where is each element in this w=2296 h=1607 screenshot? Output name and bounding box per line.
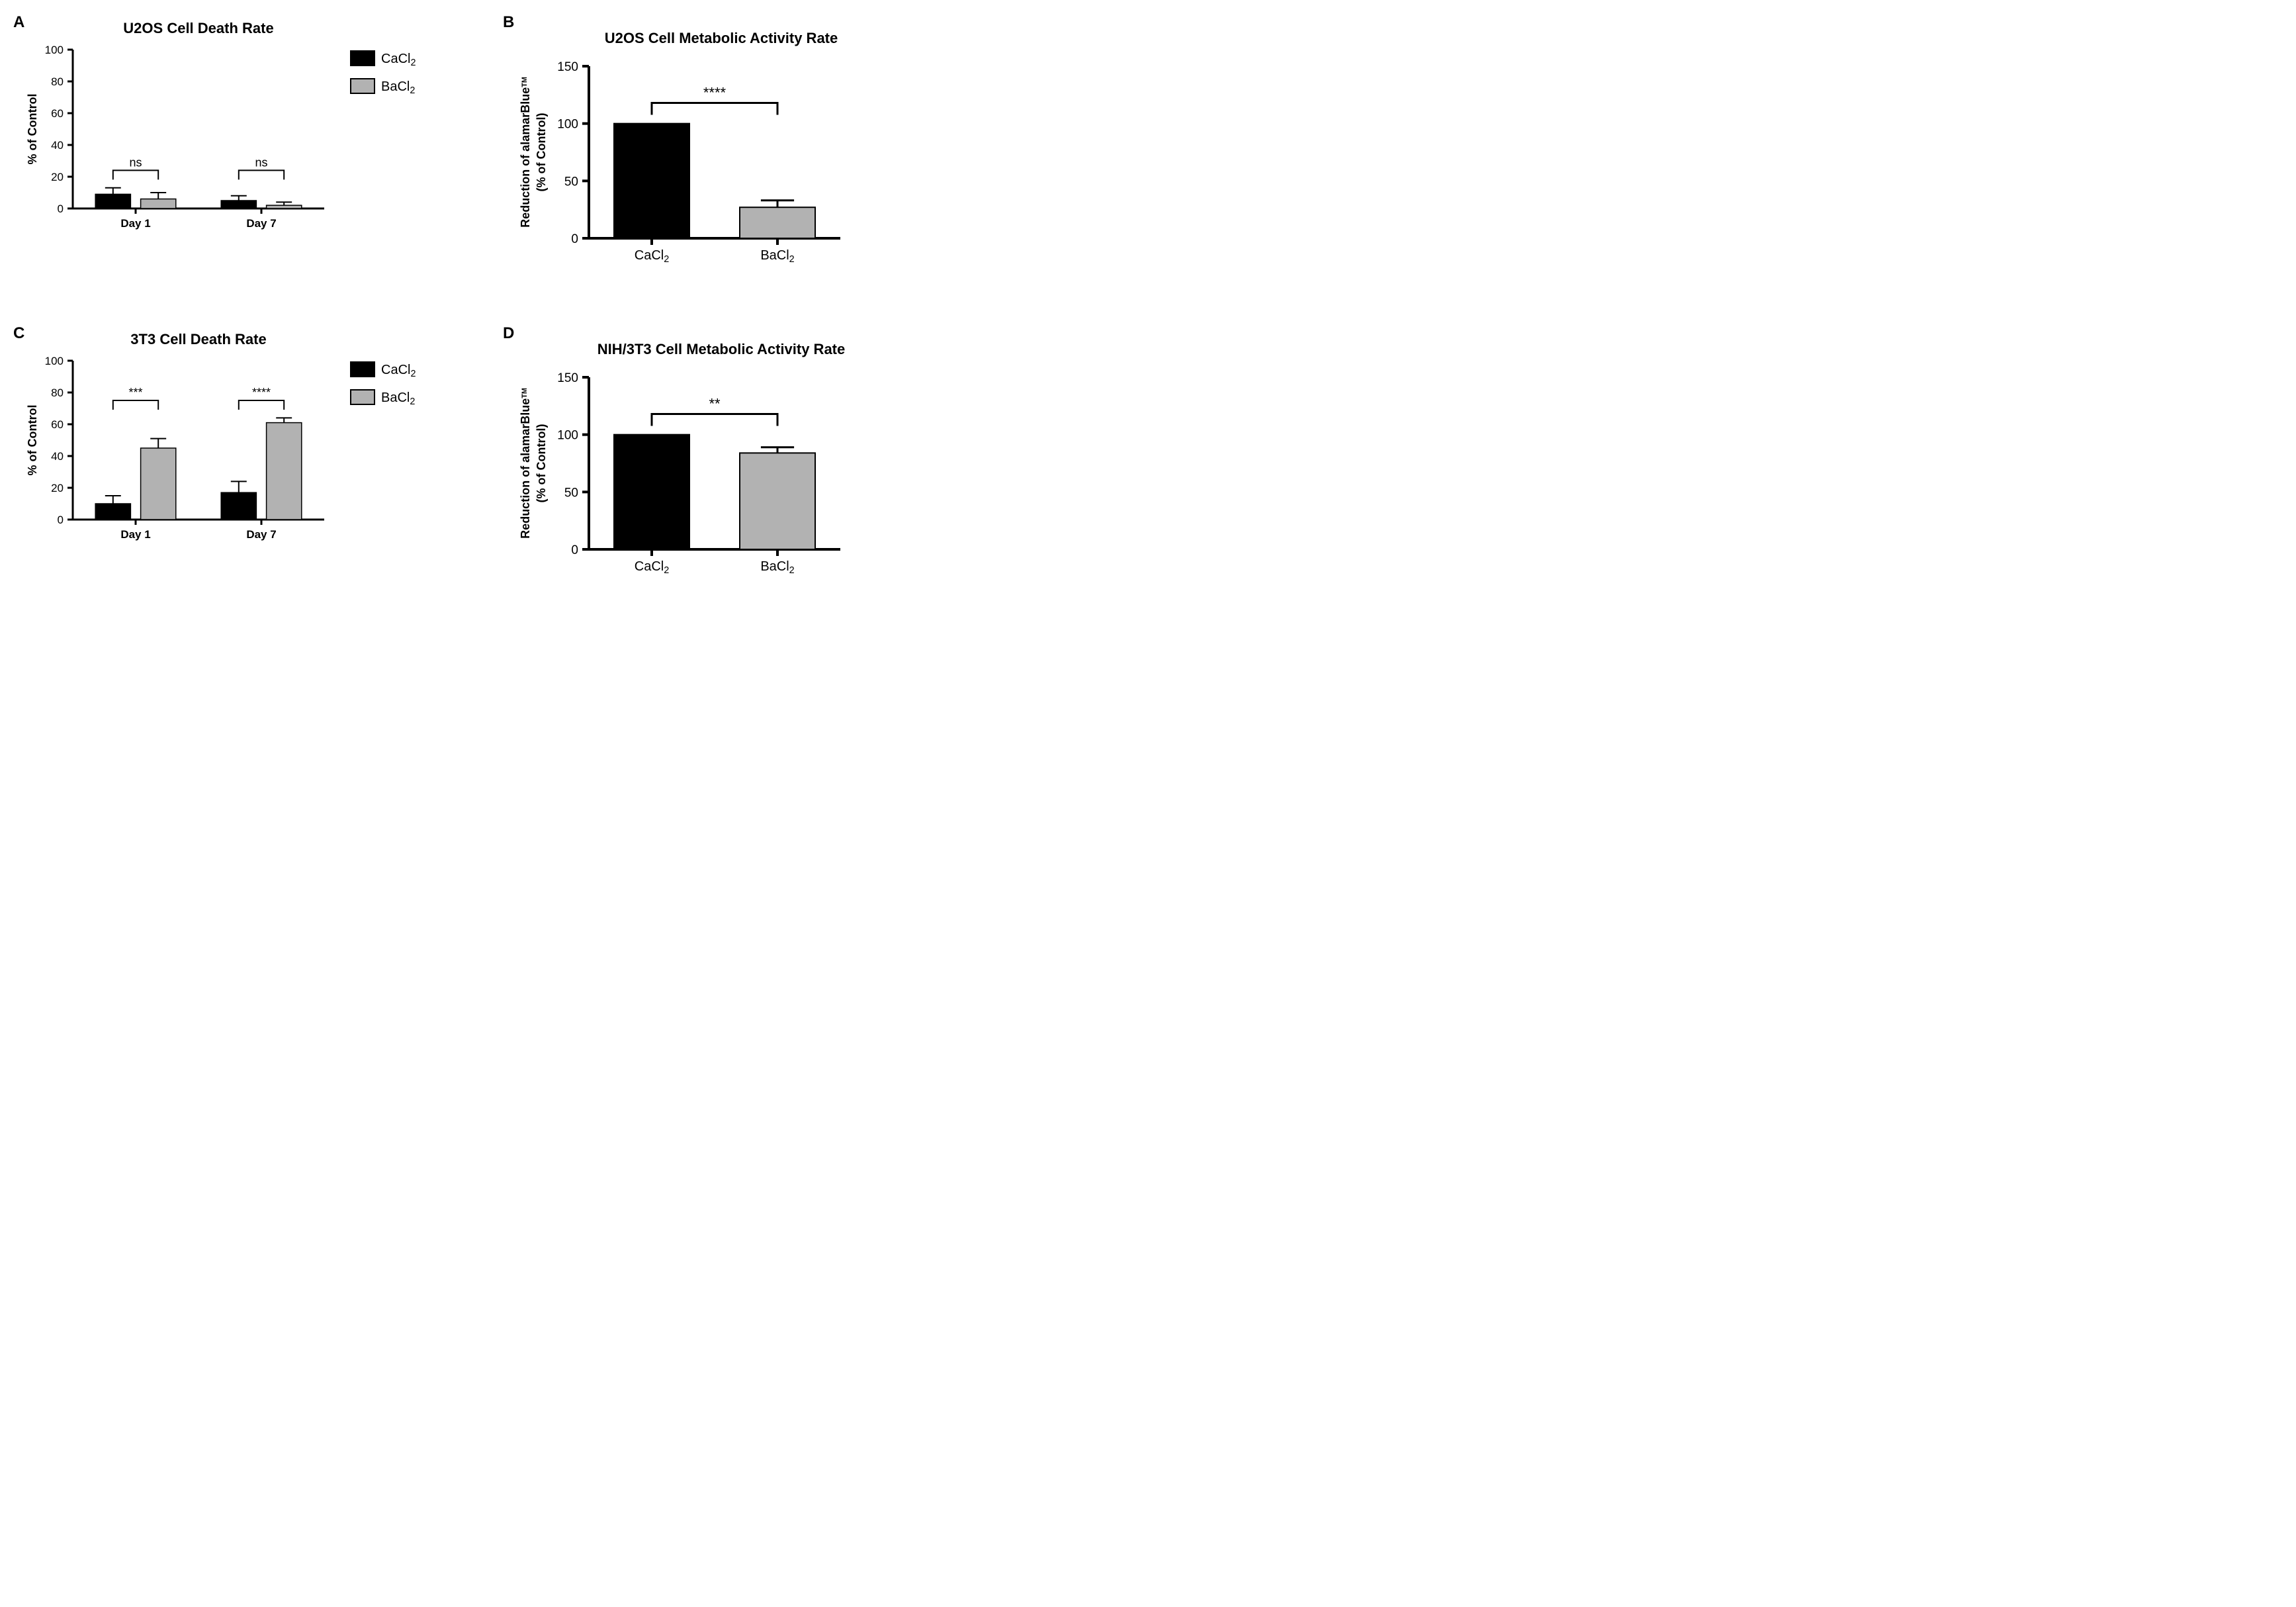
panel-c: C 3T3 Cell Death Rate 0 20 40 60 80 100 % of Co…: [13, 324, 476, 609]
svg-text:100: 100: [557, 429, 578, 443]
svg-text:***: ***: [128, 386, 142, 399]
svg-text:80: 80: [51, 387, 64, 399]
svg-text:50: 50: [564, 175, 578, 189]
panel-b-chart: U2OS Cell Metabolic Activity Rate 0 50 100 1…: [503, 13, 953, 298]
svg-text:0: 0: [58, 514, 64, 526]
svg-text:0: 0: [571, 232, 578, 246]
svg-text:3T3 Cell Death Rate: 3T3 Cell Death Rate: [130, 331, 266, 347]
svg-text:Day 7: Day 7: [246, 217, 276, 230]
svg-text:60: 60: [51, 107, 64, 120]
svg-text:BaCl2: BaCl2: [381, 79, 415, 96]
svg-text:50: 50: [564, 486, 578, 500]
svg-text:ns: ns: [129, 156, 142, 169]
svg-text:****: ****: [252, 386, 271, 399]
svg-text:BaCl2: BaCl2: [760, 248, 794, 265]
panel-d-label: D: [503, 324, 514, 343]
svg-text:100: 100: [557, 118, 578, 132]
panel-c-chart: 3T3 Cell Death Rate 0 20 40 60 80 100 % of Cont…: [13, 324, 476, 569]
svg-text:20: 20: [51, 482, 64, 494]
svg-text:0: 0: [571, 543, 578, 557]
svg-text:0: 0: [58, 203, 64, 215]
svg-text:**: **: [709, 395, 721, 412]
svg-text:100: 100: [45, 44, 64, 56]
figure-grid: A U2OS Cell Death Rate 0 20 40 60 80 100 % of C…: [13, 13, 940, 609]
svg-text:150: 150: [557, 371, 578, 385]
svg-text:80: 80: [51, 75, 64, 88]
svg-text:100: 100: [45, 355, 64, 367]
panel-a: A U2OS Cell Death Rate 0 20 40 60 80 100 % of C…: [13, 13, 476, 298]
svg-text:U2OS Cell Death Rate: U2OS Cell Death Rate: [123, 20, 273, 36]
svg-text:% of Control: % of Control: [26, 94, 39, 165]
svg-text:CaCl2: CaCl2: [635, 559, 669, 576]
svg-text:Day 7: Day 7: [246, 528, 276, 541]
svg-text:U2OS Cell Metabolic Activity R: U2OS Cell Metabolic Activity Rate: [605, 30, 838, 46]
svg-text:(% of Control): (% of Control): [535, 113, 548, 192]
panel-c-label: C: [13, 324, 24, 343]
svg-text:20: 20: [51, 171, 64, 183]
svg-text:40: 40: [51, 450, 64, 463]
panel-d: D NIH/3T3 Cell Metabolic Activity Rate 0 5…: [503, 324, 953, 609]
svg-text:****: ****: [703, 84, 727, 101]
svg-text:CaCl2: CaCl2: [381, 363, 416, 379]
svg-text:(% of Control): (% of Control): [535, 424, 548, 503]
panel-a-chart: U2OS Cell Death Rate 0 20 40 60 80 100 % of Con…: [13, 13, 476, 258]
panel-b: B U2OS Cell Metabolic Activity Rate 0 50 10…: [503, 13, 953, 298]
svg-text:BaCl2: BaCl2: [760, 559, 794, 576]
svg-text:CaCl2: CaCl2: [381, 52, 416, 68]
svg-text:BaCl2: BaCl2: [381, 390, 415, 407]
svg-text:% of Control: % of Control: [26, 405, 39, 476]
svg-text:NIH/3T3 Cell Metabolic Activit: NIH/3T3 Cell Metabolic Activity Rate: [597, 341, 846, 357]
svg-text:ns: ns: [255, 156, 267, 169]
svg-text:60: 60: [51, 418, 64, 431]
svg-text:150: 150: [557, 60, 578, 74]
panel-d-chart: NIH/3T3 Cell Metabolic Activity Rate 0 50 1…: [503, 324, 953, 609]
svg-text:Reduction of alamarBlueTM: Reduction of alamarBlueTM: [519, 388, 532, 539]
svg-text:40: 40: [51, 139, 64, 152]
svg-text:Reduction of alamarBlueTM: Reduction of alamarBlueTM: [519, 77, 532, 228]
svg-text:Day 1: Day 1: [120, 528, 150, 541]
panel-a-label: A: [13, 13, 24, 32]
svg-text:CaCl2: CaCl2: [635, 248, 669, 265]
svg-text:Day 1: Day 1: [120, 217, 150, 230]
panel-b-label: B: [503, 13, 514, 32]
